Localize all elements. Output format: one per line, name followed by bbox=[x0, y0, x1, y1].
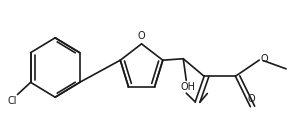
Text: O: O bbox=[138, 31, 145, 41]
Text: O: O bbox=[260, 54, 268, 64]
Text: OH: OH bbox=[180, 82, 195, 92]
Text: O: O bbox=[248, 94, 256, 104]
Text: Cl: Cl bbox=[7, 96, 17, 106]
